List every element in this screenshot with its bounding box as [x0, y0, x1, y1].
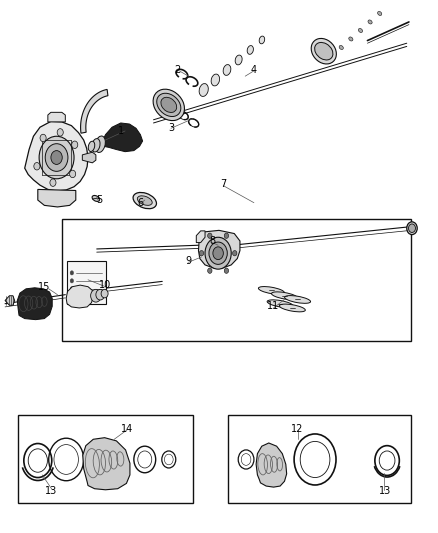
Text: 12: 12 — [291, 424, 304, 434]
Text: 6: 6 — [138, 198, 144, 208]
Text: 10: 10 — [99, 280, 112, 290]
Polygon shape — [83, 438, 130, 490]
Text: 5: 5 — [96, 195, 102, 205]
Ellipse shape — [349, 37, 353, 41]
Ellipse shape — [314, 43, 333, 60]
Text: 8: 8 — [209, 236, 215, 246]
Ellipse shape — [272, 292, 297, 300]
Circle shape — [96, 289, 105, 300]
Text: 13: 13 — [45, 486, 57, 496]
Ellipse shape — [92, 139, 100, 152]
Ellipse shape — [157, 93, 181, 117]
Circle shape — [51, 151, 62, 165]
Ellipse shape — [235, 55, 242, 65]
Ellipse shape — [95, 136, 106, 152]
Circle shape — [199, 251, 204, 256]
Ellipse shape — [258, 287, 284, 294]
Circle shape — [101, 289, 108, 298]
Circle shape — [70, 271, 74, 275]
Polygon shape — [82, 152, 96, 163]
Polygon shape — [38, 189, 76, 207]
Ellipse shape — [285, 296, 311, 303]
Polygon shape — [81, 90, 108, 133]
Text: 4: 4 — [251, 65, 257, 75]
Circle shape — [34, 163, 40, 170]
Ellipse shape — [153, 89, 184, 120]
Polygon shape — [101, 123, 143, 152]
Polygon shape — [256, 443, 287, 487]
Ellipse shape — [259, 36, 265, 44]
Text: 1: 1 — [118, 126, 124, 136]
Circle shape — [72, 141, 78, 149]
Ellipse shape — [88, 141, 95, 151]
Ellipse shape — [161, 98, 177, 112]
Ellipse shape — [267, 300, 293, 308]
Circle shape — [50, 179, 56, 187]
Circle shape — [91, 289, 101, 302]
Polygon shape — [17, 288, 52, 320]
Polygon shape — [66, 285, 93, 308]
Circle shape — [45, 144, 68, 171]
Text: 13: 13 — [379, 486, 391, 496]
Ellipse shape — [311, 38, 336, 64]
Ellipse shape — [407, 222, 417, 235]
Ellipse shape — [378, 11, 382, 15]
Ellipse shape — [92, 196, 99, 201]
Text: 2: 2 — [174, 65, 180, 75]
Ellipse shape — [205, 237, 231, 269]
Circle shape — [208, 233, 212, 238]
Ellipse shape — [199, 84, 208, 96]
Ellipse shape — [211, 74, 219, 86]
Circle shape — [224, 268, 229, 273]
Circle shape — [233, 251, 237, 256]
Polygon shape — [25, 122, 88, 191]
Ellipse shape — [209, 242, 227, 264]
Polygon shape — [198, 230, 240, 268]
Ellipse shape — [409, 224, 416, 232]
Ellipse shape — [247, 46, 254, 54]
Text: 15: 15 — [38, 282, 50, 292]
Polygon shape — [48, 112, 65, 122]
Text: 3: 3 — [168, 123, 174, 133]
Polygon shape — [5, 296, 14, 305]
Circle shape — [208, 268, 212, 273]
Circle shape — [57, 128, 63, 136]
Text: 11: 11 — [268, 301, 280, 311]
Text: 7: 7 — [220, 179, 226, 189]
Ellipse shape — [223, 64, 231, 75]
FancyBboxPatch shape — [67, 261, 106, 304]
Ellipse shape — [133, 192, 156, 209]
Ellipse shape — [213, 247, 223, 260]
Ellipse shape — [358, 28, 363, 33]
Text: 14: 14 — [121, 424, 134, 434]
Circle shape — [70, 295, 74, 299]
Ellipse shape — [339, 45, 343, 50]
Circle shape — [70, 279, 74, 283]
Circle shape — [70, 287, 74, 291]
Polygon shape — [196, 231, 205, 243]
Ellipse shape — [279, 304, 305, 312]
Circle shape — [39, 136, 74, 179]
Text: 9: 9 — [185, 256, 191, 266]
Circle shape — [224, 233, 229, 238]
Ellipse shape — [138, 196, 152, 205]
Circle shape — [70, 170, 76, 177]
Circle shape — [40, 134, 46, 142]
Ellipse shape — [368, 20, 372, 24]
